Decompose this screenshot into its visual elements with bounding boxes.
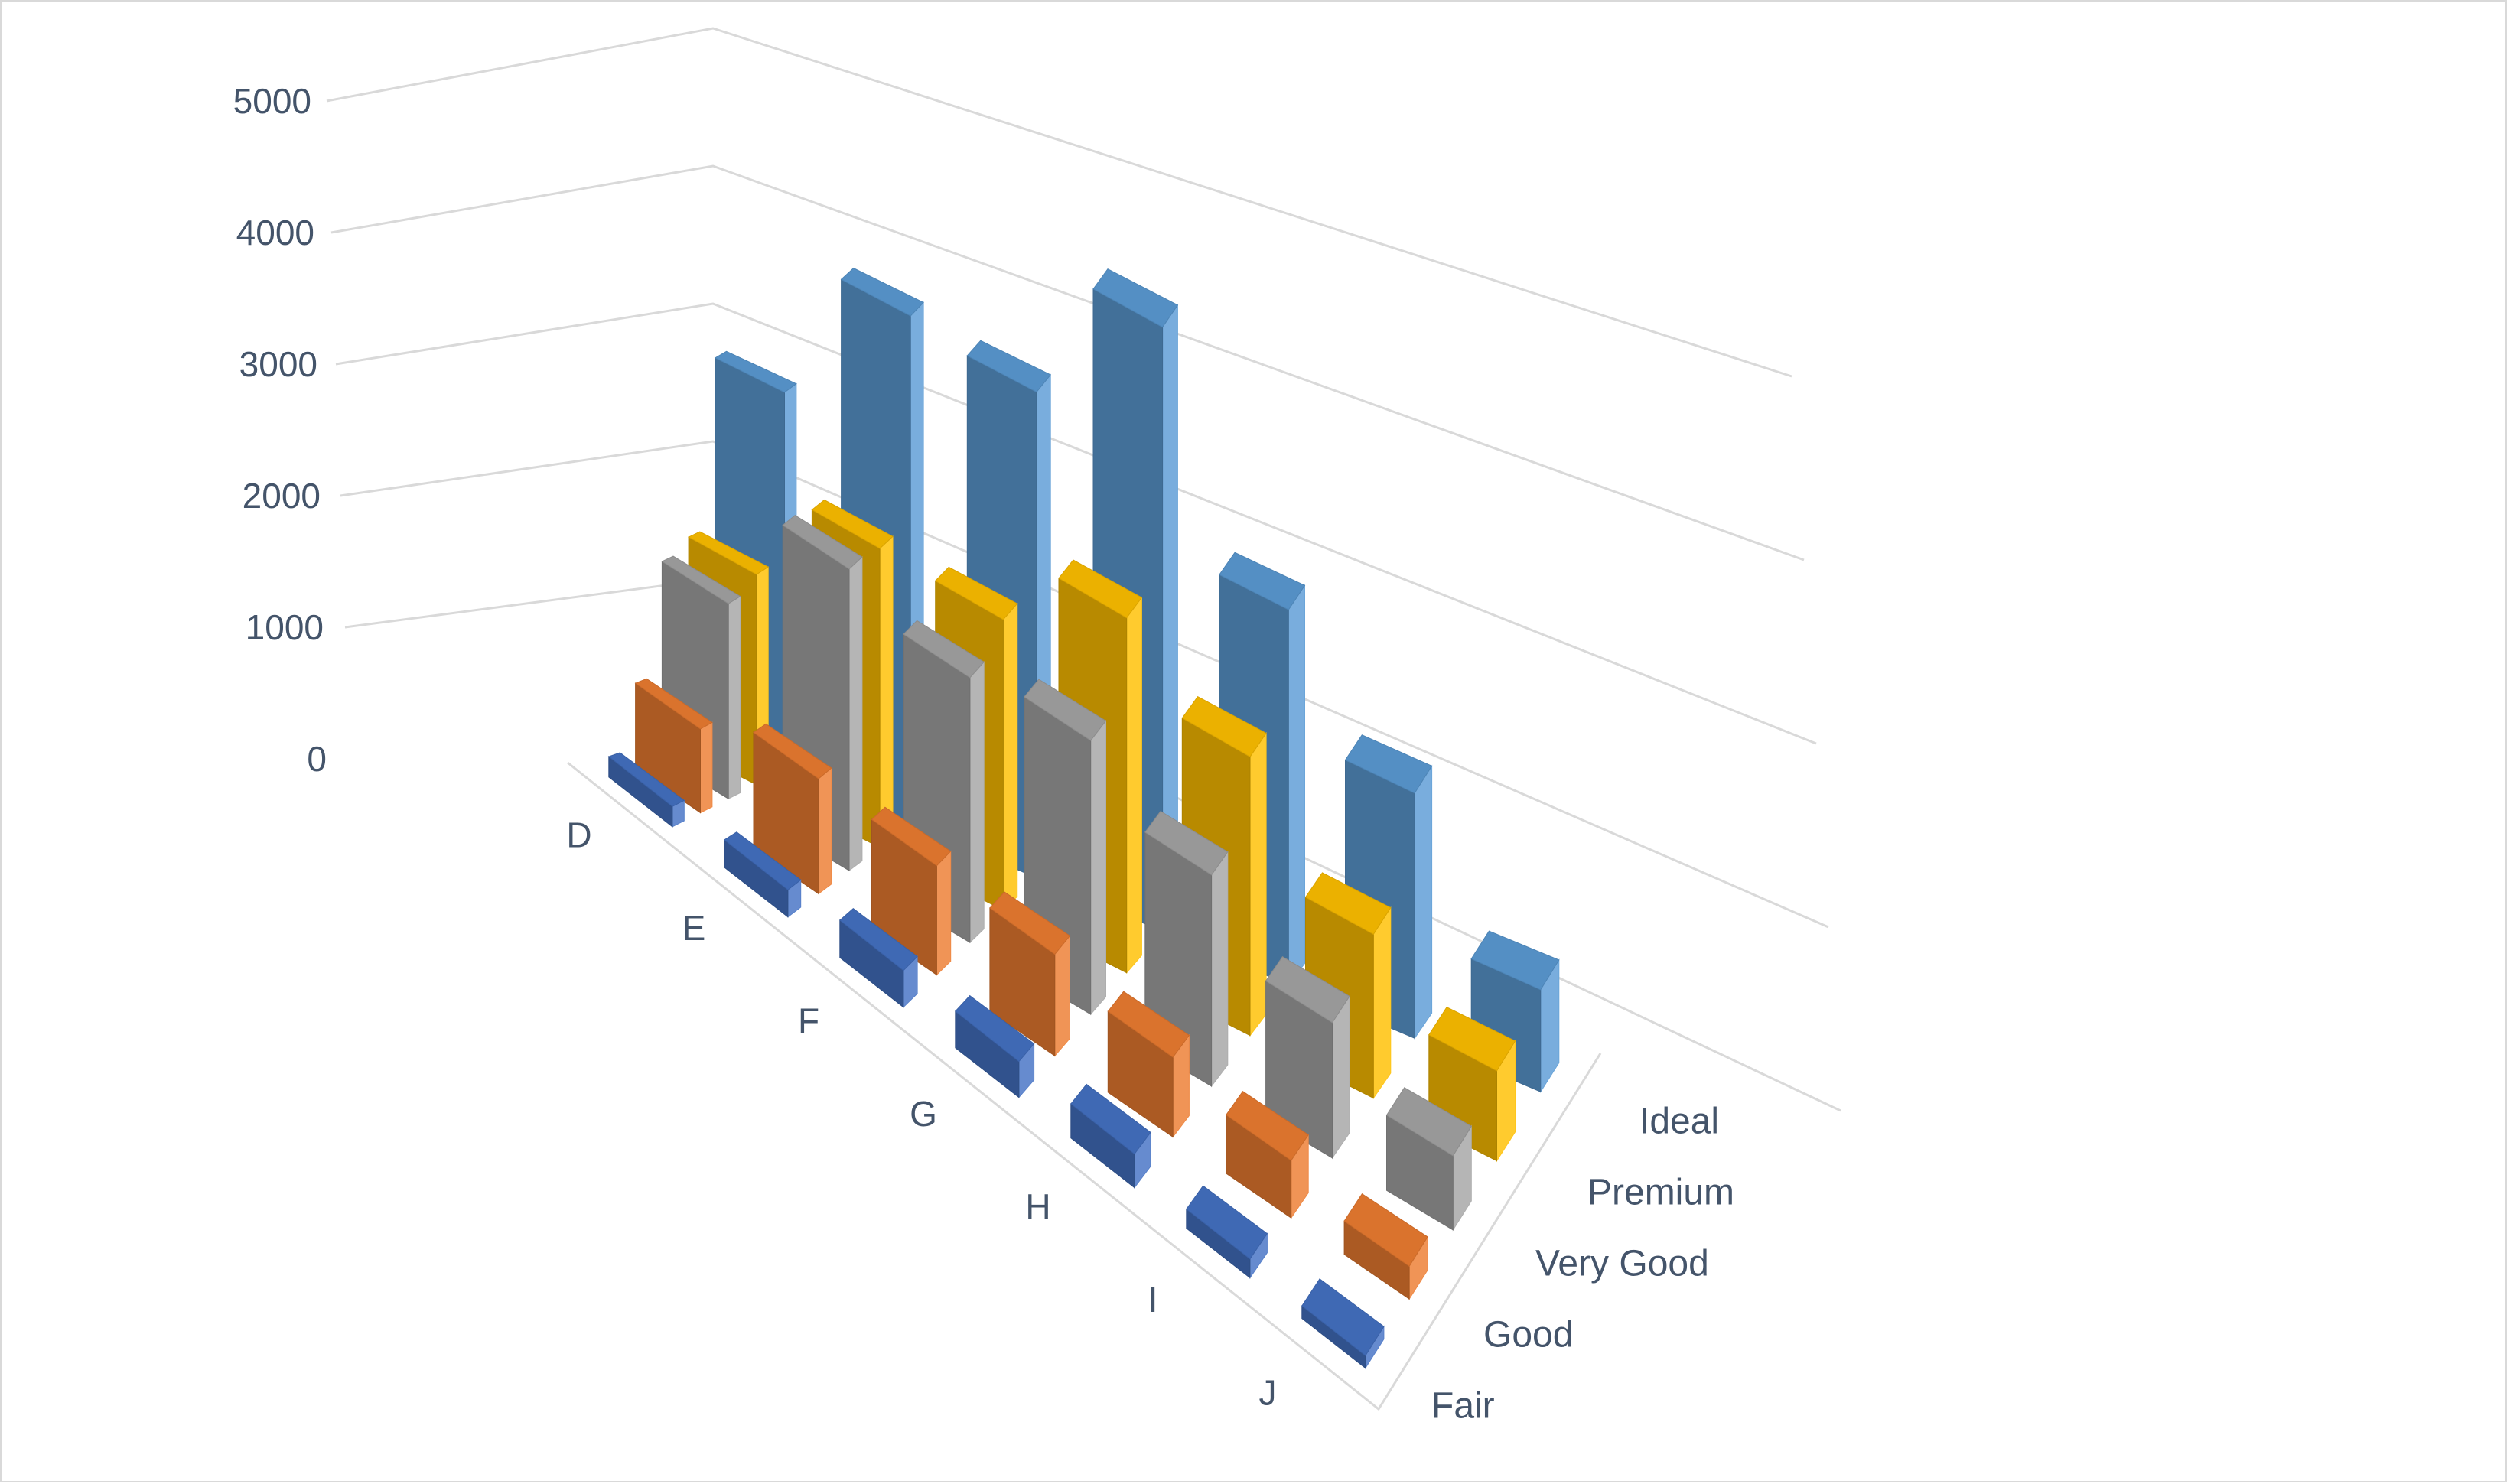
bar — [1186, 1185, 1268, 1280]
y-tick-label: 0 — [307, 739, 327, 779]
x-tick-label: J — [1259, 1372, 1277, 1412]
y-tick-label: 4000 — [236, 213, 314, 252]
bar — [1301, 1278, 1385, 1370]
plot-area: 0 1000 2000 3000 4000 5000 D E F G H I J Fair Good Very… — [233, 27, 1841, 1427]
gridline — [330, 164, 1805, 561]
bar — [955, 994, 1035, 1098]
y-tick-label: 3000 — [239, 344, 317, 384]
bar — [1265, 956, 1350, 1160]
y-tick-label: 1000 — [246, 607, 324, 647]
x-axis-labels: D E F G H I J — [566, 815, 1276, 1413]
x-tick-label: D — [566, 815, 591, 855]
series-axis-label: Good — [1483, 1315, 1573, 1355]
bar — [839, 908, 918, 1008]
bar — [607, 752, 685, 828]
floor-edge — [567, 761, 1602, 1411]
bars — [607, 267, 1560, 1370]
x-tick-label: I — [1148, 1280, 1158, 1320]
bar — [753, 723, 832, 895]
bar — [1107, 991, 1190, 1138]
bar — [1343, 1193, 1428, 1300]
series-axis-label: Very Good — [1535, 1244, 1709, 1284]
x-tick-label: E — [682, 908, 706, 948]
series-very-good — [661, 514, 1472, 1232]
bar — [1070, 1083, 1151, 1189]
y-tick-label: 5000 — [233, 81, 311, 121]
x-tick-label: G — [910, 1094, 937, 1134]
depth-axis-labels: Fair Good Very Good Premium Ideal — [1431, 1102, 1734, 1427]
series-axis-label: Ideal — [1639, 1102, 1719, 1142]
bar — [1428, 1006, 1516, 1163]
y-tick-label: 2000 — [243, 476, 321, 516]
x-tick-label: F — [798, 1001, 819, 1041]
gridline — [340, 440, 1829, 929]
bar — [989, 891, 1071, 1057]
x-tick-label: H — [1025, 1186, 1050, 1226]
series-axis-label: Fair — [1431, 1386, 1495, 1427]
gridline — [326, 27, 1792, 378]
bar — [1385, 1087, 1472, 1232]
gridline — [335, 302, 1817, 745]
series-axis-label: Premium — [1587, 1173, 1734, 1213]
bar — [723, 831, 802, 918]
series-fair — [607, 752, 1385, 1370]
bar — [1226, 1091, 1309, 1219]
